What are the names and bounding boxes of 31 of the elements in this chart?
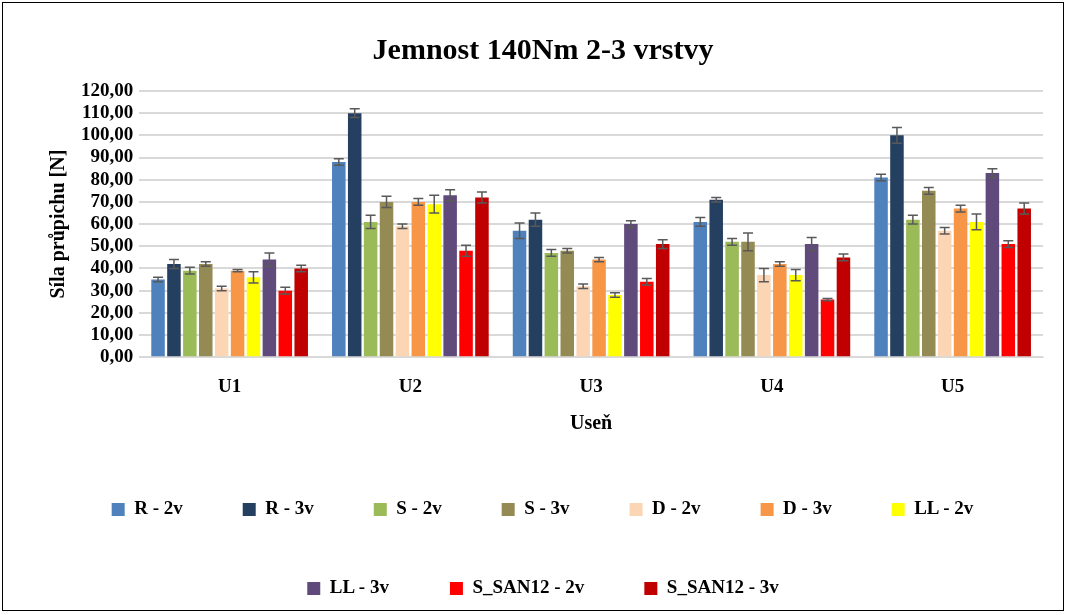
y-tick-label: 20,00 bbox=[90, 300, 134, 322]
y-tick-label: 30,00 bbox=[90, 278, 134, 300]
x-tick-label: U2 bbox=[398, 374, 422, 396]
legend-label: D - 2v bbox=[652, 497, 702, 519]
legend-label: LL - 3v bbox=[329, 576, 390, 598]
legend-label: R - 2v bbox=[134, 497, 184, 519]
legend-label: R - 3v bbox=[265, 497, 315, 519]
y-tick-label: 60,00 bbox=[90, 212, 134, 234]
y-tick-label: 100,00 bbox=[81, 123, 134, 145]
legend-label: S - 3v bbox=[524, 497, 571, 519]
x-tick-label: U5 bbox=[941, 374, 965, 396]
legend-label: D - 3v bbox=[783, 497, 833, 519]
x-axis-title: Useň bbox=[570, 411, 613, 434]
y-tick-label: 40,00 bbox=[90, 256, 134, 278]
y-tick-label: 0,00 bbox=[100, 345, 134, 367]
y-tick-label: 110,00 bbox=[82, 101, 134, 123]
chart-title: Jemnost 140Nm 2-3 vrstvy bbox=[372, 31, 714, 65]
y-axis-title: Síla průpichu [N] bbox=[46, 149, 70, 299]
legend-label: S_SAN12 - 3v bbox=[666, 576, 780, 598]
legend-label: LL - 2v bbox=[914, 497, 974, 519]
y-tick-label: 80,00 bbox=[90, 167, 134, 189]
x-tick-label: U1 bbox=[218, 374, 242, 396]
x-tick-label: U4 bbox=[760, 374, 784, 396]
legend-label: S - 2v bbox=[396, 497, 443, 519]
x-tick-label: U3 bbox=[579, 374, 603, 396]
legend-label: S_SAN12 - 2v bbox=[472, 576, 585, 598]
y-tick-label: 70,00 bbox=[90, 189, 134, 211]
y-tick-label: 120,00 bbox=[81, 78, 134, 100]
y-tick-label: 90,00 bbox=[90, 145, 134, 167]
y-tick-label: 10,00 bbox=[90, 322, 134, 344]
y-tick-label: 50,00 bbox=[90, 234, 134, 256]
